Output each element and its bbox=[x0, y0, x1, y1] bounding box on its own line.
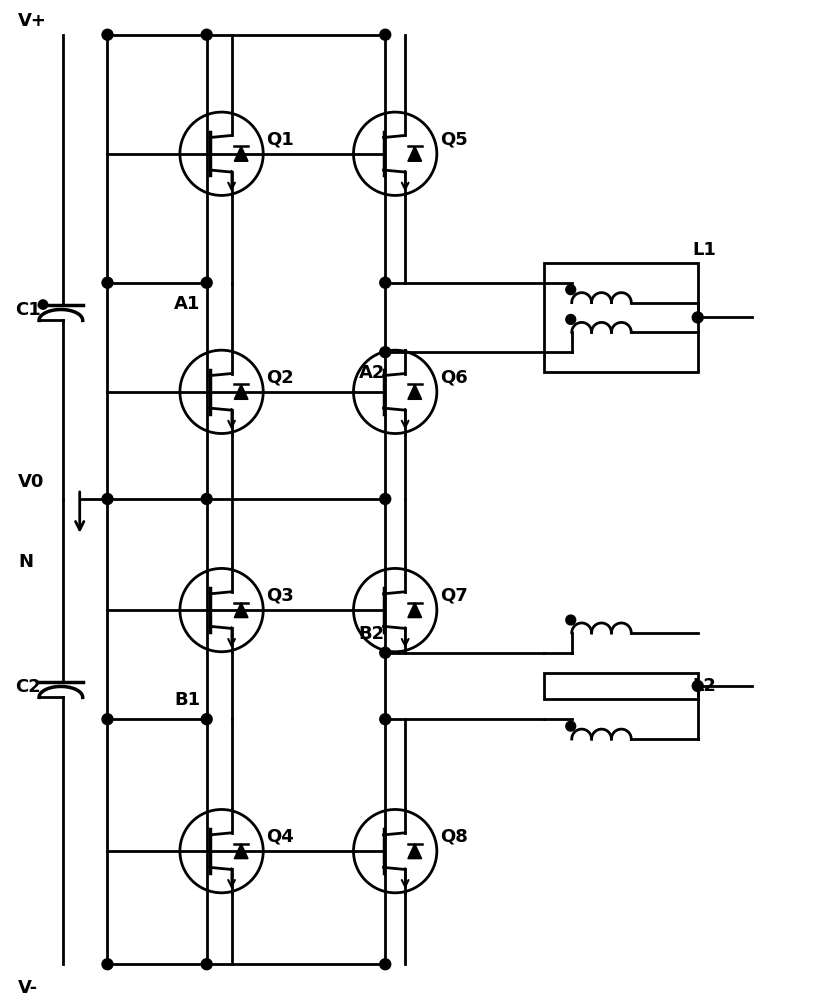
Text: B2: B2 bbox=[359, 625, 384, 643]
Circle shape bbox=[102, 494, 113, 504]
Polygon shape bbox=[235, 603, 248, 618]
Text: A1: A1 bbox=[174, 295, 201, 313]
Text: V0: V0 bbox=[18, 473, 45, 491]
Circle shape bbox=[566, 315, 576, 324]
Polygon shape bbox=[408, 844, 422, 859]
Circle shape bbox=[379, 714, 391, 725]
Text: V-: V- bbox=[18, 979, 38, 997]
Circle shape bbox=[692, 312, 703, 323]
Text: Q8: Q8 bbox=[440, 828, 468, 846]
Circle shape bbox=[102, 714, 113, 725]
Circle shape bbox=[379, 494, 391, 504]
Text: N: N bbox=[18, 553, 33, 571]
Text: L2: L2 bbox=[693, 677, 716, 695]
Bar bbox=[544, 673, 698, 699]
Circle shape bbox=[379, 647, 391, 658]
Text: A2: A2 bbox=[359, 364, 385, 382]
Text: V+: V+ bbox=[18, 12, 47, 30]
Circle shape bbox=[379, 29, 391, 40]
Polygon shape bbox=[408, 384, 422, 399]
Polygon shape bbox=[235, 384, 248, 399]
Circle shape bbox=[379, 277, 391, 288]
Circle shape bbox=[38, 300, 47, 309]
Circle shape bbox=[102, 959, 113, 970]
Circle shape bbox=[201, 494, 212, 504]
Text: L1: L1 bbox=[693, 241, 716, 259]
Text: B1: B1 bbox=[174, 691, 200, 709]
Text: Q3: Q3 bbox=[266, 587, 294, 605]
Circle shape bbox=[201, 714, 212, 725]
Text: Q6: Q6 bbox=[440, 368, 468, 386]
Text: Q5: Q5 bbox=[440, 130, 468, 148]
Circle shape bbox=[102, 29, 113, 40]
Circle shape bbox=[102, 277, 113, 288]
Text: Q2: Q2 bbox=[266, 368, 294, 386]
Circle shape bbox=[566, 615, 576, 625]
Circle shape bbox=[201, 959, 212, 970]
Bar bbox=[544, 263, 698, 372]
Text: C2: C2 bbox=[15, 678, 41, 696]
Polygon shape bbox=[408, 146, 422, 161]
Circle shape bbox=[566, 721, 576, 731]
Polygon shape bbox=[235, 844, 248, 859]
Text: C1: C1 bbox=[15, 301, 41, 319]
Polygon shape bbox=[235, 146, 248, 161]
Circle shape bbox=[379, 959, 391, 970]
Circle shape bbox=[692, 681, 703, 691]
Circle shape bbox=[201, 29, 212, 40]
Polygon shape bbox=[408, 603, 422, 618]
Circle shape bbox=[566, 285, 576, 295]
Circle shape bbox=[201, 277, 212, 288]
Text: Q4: Q4 bbox=[266, 828, 294, 846]
Circle shape bbox=[379, 347, 391, 358]
Text: Q7: Q7 bbox=[440, 587, 468, 605]
Text: Q1: Q1 bbox=[266, 130, 294, 148]
